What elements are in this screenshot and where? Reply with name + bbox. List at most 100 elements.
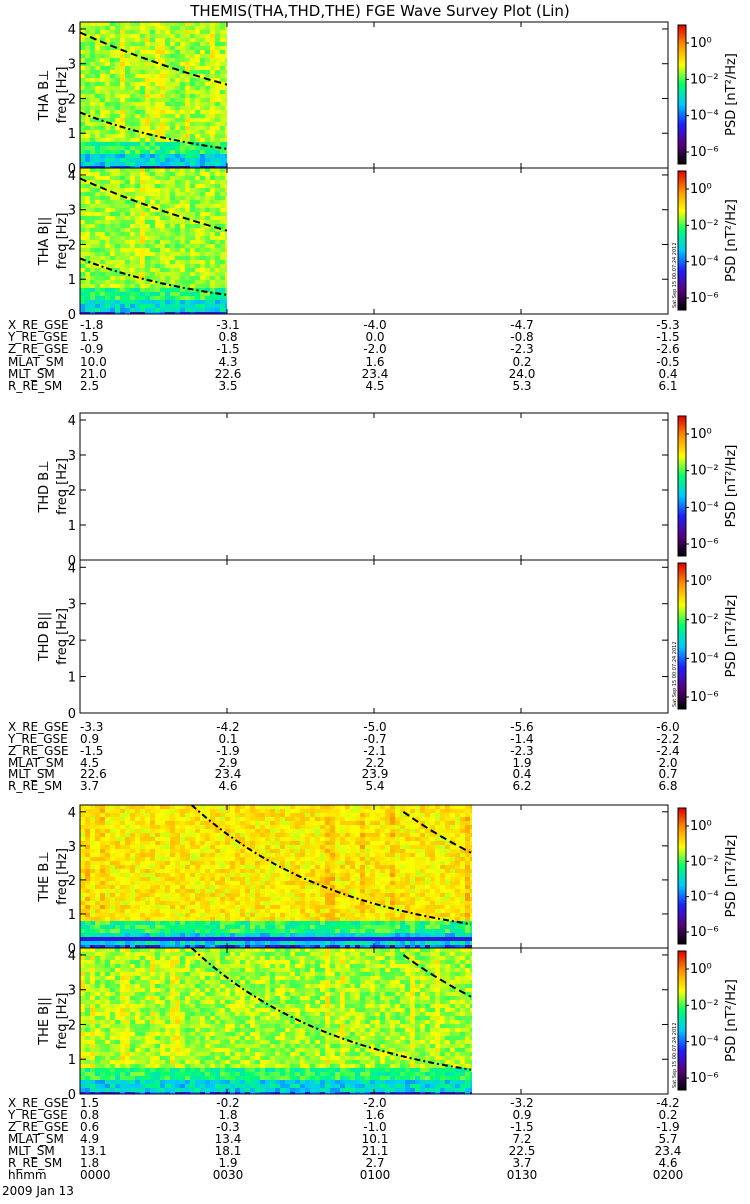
colorbar-tick-label: 10⁻⁶	[690, 690, 719, 705]
y-tick-label: 4	[68, 949, 76, 964]
panel-probe-label: THA B⊥	[37, 70, 52, 122]
colorbar-tick-label: 10⁻⁶	[690, 145, 719, 160]
orbit-row-value: 0000	[80, 1168, 111, 1182]
colorbar-tick-label: 10⁰	[690, 574, 712, 589]
plot-frame	[80, 413, 668, 560]
y-tick-label: 1	[68, 273, 76, 288]
panel-frequency-label: freq [Hz]	[55, 458, 70, 515]
colorbar-tick-label: 10⁰	[690, 182, 712, 197]
y-tick-label: 1	[68, 519, 76, 534]
plot-frame	[80, 560, 668, 713]
orbit-row-value: 6.8	[658, 779, 677, 793]
orbit-row-value: -2.3	[510, 342, 533, 356]
orbit-row-value: -2.0	[363, 342, 386, 356]
orbit-row-label: R_RE_SM	[8, 379, 62, 393]
colorbar	[678, 951, 686, 1090]
orbit-row-value: 4.5	[365, 379, 384, 393]
colorbar-tick-label: 10⁻⁴	[690, 651, 719, 666]
colorbar-tick-label: 10⁻²	[690, 998, 719, 1013]
panel-probe-label: THA B||	[37, 217, 52, 266]
colorbar-label: PSD [nT²/Hz]	[724, 199, 739, 282]
colorbar-tick-label: 10⁻²	[690, 464, 719, 479]
panel-probe-label: THE B||	[37, 997, 52, 1046]
colorbar-tick-label: 10⁻⁶	[690, 925, 719, 940]
colorbar-tick-label: 10⁻⁴	[690, 890, 719, 905]
colorbar-tick-label: 10⁰	[690, 819, 712, 834]
panel-frequency-label: freq [Hz]	[55, 608, 70, 665]
orbit-row-value: 0130	[507, 1168, 538, 1182]
colorbar-label: PSD [nT²/Hz]	[724, 595, 739, 678]
orbit-row-value: 0200	[653, 1168, 684, 1182]
colorbar-tick-label: 10⁻²	[690, 72, 719, 87]
panel-frequency-label: freq [Hz]	[55, 67, 70, 124]
orbit-row-value: 6.1	[658, 379, 677, 393]
orbit-row-value: -2.6	[656, 342, 679, 356]
colorbar-label: PSD [nT²/Hz]	[724, 53, 739, 136]
orbit-row-label: R_RE_SM	[8, 779, 62, 793]
y-tick-label: 1	[68, 908, 76, 923]
y-tick-label: 1	[68, 1053, 76, 1068]
orbit-row-value: 3.5	[218, 379, 237, 393]
y-tick-label: 4	[68, 806, 76, 821]
orbit-row-value: 0100	[360, 1168, 391, 1182]
colorbar	[678, 808, 686, 944]
colorbar	[678, 171, 686, 310]
colorbar-tick-label: 10⁻⁴	[690, 1035, 719, 1050]
orbit-row-value: 3.7	[80, 779, 99, 793]
y-tick-label: 0	[68, 1088, 76, 1103]
orbit-row-value: 6.2	[512, 779, 531, 793]
generation-timestamp: Sat Sep 15 00:07:24 2012	[672, 242, 678, 308]
orbit-row-value: 5.4	[365, 779, 384, 793]
colorbar-tick-label: 10⁰	[690, 36, 712, 51]
colorbar-tick-label: 10⁻⁴	[690, 255, 719, 270]
colorbar	[678, 25, 686, 164]
generation-timestamp: Sat Sep 15 00:07:24 2012	[672, 1022, 678, 1088]
colorbar-tick-label: 10⁰	[690, 427, 712, 442]
panel-probe-label: THD B⊥	[37, 460, 52, 513]
orbit-row-value: 5.3	[512, 379, 531, 393]
orbit-row-value: -1.5	[216, 342, 239, 356]
colorbar	[678, 563, 686, 709]
orbit-row-value: -0.9	[80, 342, 103, 356]
y-tick-label: 1	[68, 127, 76, 142]
y-tick-label: 4	[68, 169, 76, 184]
colorbar-tick-label: 10⁻⁶	[690, 537, 719, 552]
colorbar-label: PSD [nT²/Hz]	[724, 835, 739, 918]
y-tick-label: 0	[68, 308, 76, 323]
spectrogram-cells	[80, 948, 472, 1094]
colorbar-label: PSD [nT²/Hz]	[724, 979, 739, 1062]
colorbar-tick-label: 10⁻⁴	[690, 500, 719, 515]
orbit-row-value: 4.6	[218, 779, 237, 793]
colorbar-label: PSD [nT²/Hz]	[724, 445, 739, 528]
y-tick-label: 4	[68, 23, 76, 38]
panel-frequency-label: freq [Hz]	[55, 848, 70, 905]
orbit-row-label: hhmm	[8, 1168, 47, 1182]
colorbar-tick-label: 10⁻⁶	[690, 291, 719, 306]
generation-timestamp: Sat Sep 15 00:07:24 2012	[672, 641, 678, 707]
colorbar-tick-label: 10⁰	[690, 962, 712, 977]
spectrogram-cells	[80, 805, 472, 948]
y-tick-label: 4	[68, 561, 76, 576]
figure-title: THEMIS(THA,THD,THE) FGE Wave Survey Plot…	[189, 2, 570, 20]
orbit-row-value: 0030	[213, 1168, 244, 1182]
colorbar-tick-label: 10⁻⁶	[690, 1071, 719, 1086]
colorbar-tick-label: 10⁻²	[690, 613, 719, 628]
y-tick-label: 4	[68, 414, 76, 429]
panel-frequency-label: freq [Hz]	[55, 993, 70, 1050]
y-tick-label: 0	[68, 707, 76, 722]
colorbar-tick-label: 10⁻⁴	[690, 109, 719, 124]
date-label: 2009 Jan 13	[2, 1184, 74, 1198]
colorbar	[678, 416, 686, 556]
colorbar-tick-label: 10⁻²	[690, 854, 719, 869]
panel-probe-label: THD B||	[37, 612, 52, 663]
